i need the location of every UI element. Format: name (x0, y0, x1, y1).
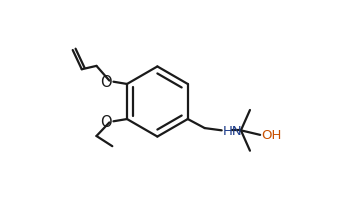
Text: O: O (100, 75, 112, 90)
Text: HN: HN (223, 124, 242, 137)
Text: O: O (100, 114, 112, 129)
Text: OH: OH (261, 129, 282, 142)
